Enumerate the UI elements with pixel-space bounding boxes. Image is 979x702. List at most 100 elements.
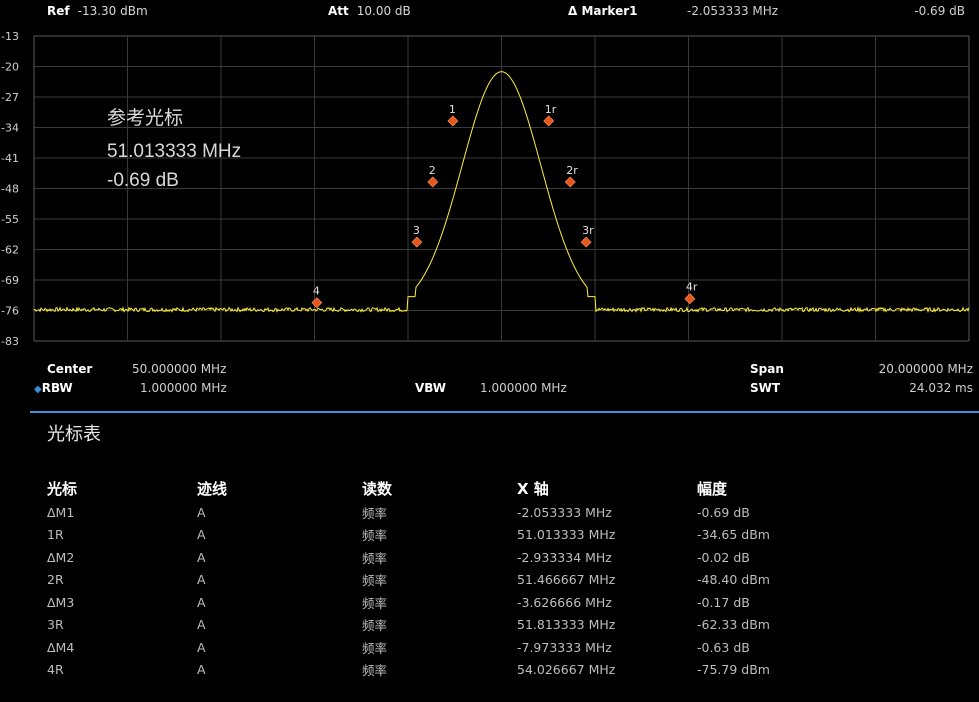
cell-marker: ΔM1 <box>47 504 75 520</box>
cell-x: 51.813333 MHz <box>517 617 616 633</box>
marker-diamond-icon <box>311 297 323 309</box>
marker-3r[interactable]: 3r <box>580 224 594 248</box>
table-row[interactable]: 3R A 频率 51.813333 MHz -62.33 dBm <box>47 614 937 637</box>
table-row[interactable]: ΔM1 A 频率 -2.053333 MHz -0.69 dB <box>47 501 937 524</box>
cell-readout: 频率 <box>362 663 388 679</box>
y-tick-label: -48 <box>1 183 19 196</box>
cell-x: 51.013333 MHz <box>517 527 616 543</box>
marker-amp: -0.69 dB <box>914 4 965 18</box>
cell-readout: 频率 <box>362 573 388 589</box>
cell-marker: ΔM3 <box>47 594 75 610</box>
marker-label: 4 <box>313 285 320 298</box>
y-tick-label: -76 <box>1 305 19 318</box>
col-marker: 光标 <box>47 479 78 498</box>
cell-amp: -75.79 dBm <box>697 662 770 678</box>
cell-trace: A <box>197 504 206 520</box>
cell-amp: -0.17 dB <box>697 594 750 610</box>
table-row[interactable]: 2R A 频率 51.466667 MHz -48.40 dBm <box>47 569 937 592</box>
table-row[interactable]: ΔM4 A 频率 -7.973333 MHz -0.63 dB <box>47 636 937 659</box>
reference-marker-freq: 51.013333 MHz <box>107 141 242 162</box>
cell-marker: ΔM4 <box>47 639 75 655</box>
y-tick-label: -83 <box>1 335 19 348</box>
marker-diamond-icon <box>564 176 576 188</box>
marker-2[interactable]: 2 <box>427 164 439 188</box>
cell-x: -7.973333 MHz <box>517 639 612 655</box>
att-label: Att <box>328 4 349 18</box>
marker-diamond-icon <box>427 176 439 188</box>
ref-level[interactable]: Ref -13.30 dBm <box>47 0 148 22</box>
col-amplitude: 幅度 <box>697 479 728 498</box>
cell-amp: -0.63 dB <box>697 639 750 655</box>
marker-label: 3 <box>413 224 420 237</box>
table-row[interactable]: ΔM3 A 频率 -3.626666 MHz -0.17 dB <box>47 591 937 614</box>
y-tick-label: -41 <box>1 152 19 165</box>
marker-readout[interactable]: Δ Marker1 <box>568 0 646 22</box>
reference-marker-amp: -0.69 dB <box>107 170 179 191</box>
rbw-label: RBW <box>41 381 73 395</box>
marker-1[interactable]: 1 <box>447 103 459 127</box>
span-value: 20.000000 MHz <box>878 362 973 376</box>
cell-marker: 3R <box>47 617 64 633</box>
cell-readout: 频率 <box>362 550 388 566</box>
span[interactable]: Span <box>750 361 784 377</box>
center-label: Center <box>47 362 93 376</box>
plot-grid <box>33 35 970 342</box>
table-row[interactable]: 4R A 频率 54.026667 MHz -75.79 dBm <box>47 659 937 682</box>
table-row[interactable]: 1R A 频率 51.013333 MHz -34.65 dBm <box>47 524 937 547</box>
y-tick-label: -20 <box>1 61 19 74</box>
cell-trace: A <box>197 662 206 678</box>
marker-freq: -2.053333 MHz <box>687 4 779 18</box>
marker-4r[interactable]: 4r <box>684 281 698 305</box>
y-tick-label: -69 <box>1 274 19 287</box>
marker-label: 1 <box>449 103 456 116</box>
marker-diamond-icon <box>447 115 459 127</box>
marker-label: 1r <box>545 103 557 116</box>
vbw-value: 1.000000 MHz <box>480 381 567 395</box>
marker-diamond-icon <box>411 236 423 248</box>
section-divider <box>30 411 979 413</box>
cell-marker: 4R <box>47 662 64 678</box>
cell-marker: ΔM2 <box>47 549 75 565</box>
cell-trace: A <box>197 639 206 655</box>
marker-label: 2r <box>566 164 578 177</box>
cell-trace: A <box>197 617 206 633</box>
cell-x: 54.026667 MHz <box>517 662 616 678</box>
col-readout: 读数 <box>362 479 393 498</box>
marker-table-header: 光标 迹线 读数 X 轴 幅度 <box>47 475 937 501</box>
rbw[interactable]: ◆RBW <box>34 380 73 398</box>
cell-amp: -34.65 dBm <box>697 527 770 543</box>
swt[interactable]: SWT <box>750 380 780 396</box>
y-tick-labels: -13 -20 -27 -34 -41 -48 -55 -62 -69 -76 -83 <box>1 30 19 348</box>
y-tick-label: -55 <box>1 213 19 226</box>
marker-label: Δ Marker1 <box>568 4 638 18</box>
center-freq[interactable]: Center <box>47 361 92 377</box>
marker-2r[interactable]: 2r <box>564 164 578 188</box>
cell-amp: -0.02 dB <box>697 549 750 565</box>
marker-3[interactable]: 3 <box>411 224 423 248</box>
cell-x: -3.626666 MHz <box>517 594 612 610</box>
cell-marker: 2R <box>47 572 64 588</box>
swt-label: SWT <box>750 381 781 395</box>
marker-1r[interactable]: 1r <box>543 103 557 127</box>
table-row[interactable]: ΔM2 A 频率 -2.933334 MHz -0.02 dB <box>47 546 937 569</box>
marker-4[interactable]: 4 <box>311 285 323 309</box>
cell-trace: A <box>197 527 206 543</box>
cell-amp: -0.69 dB <box>697 504 750 520</box>
cell-x: -2.053333 MHz <box>517 504 612 520</box>
y-tick-label: -34 <box>1 122 19 135</box>
cell-marker: 1R <box>47 527 64 543</box>
marker-table: 光标 迹线 读数 X 轴 幅度 ΔM1 A 频率 -2.053333 MHz -0.69… <box>47 475 937 681</box>
marker-table-title: 光标表 <box>47 424 101 445</box>
y-tick-label: -13 <box>1 30 19 43</box>
attenuation[interactable]: Att 10.00 dB <box>328 0 411 22</box>
center-value: 50.000000 MHz <box>132 362 227 376</box>
col-trace: 迹线 <box>197 479 228 498</box>
col-x-axis: X 轴 <box>517 479 549 498</box>
cell-readout: 频率 <box>362 640 388 656</box>
cell-readout: 频率 <box>362 528 388 544</box>
spectrum-plot[interactable]: -13 -20 -27 -34 -41 -48 -55 -62 -69 -76 -83 1 2 3 4 1r… <box>0 18 979 348</box>
cell-readout: 频率 <box>362 618 388 634</box>
cell-trace: A <box>197 572 206 588</box>
vbw[interactable]: VBW <box>415 380 446 396</box>
cell-trace: A <box>197 549 206 565</box>
